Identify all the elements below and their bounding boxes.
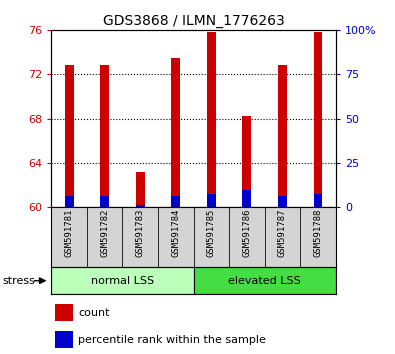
Bar xyxy=(314,32,322,207)
Bar xyxy=(265,207,300,267)
Bar xyxy=(65,65,73,207)
Bar xyxy=(243,116,251,207)
Bar xyxy=(243,190,251,207)
Bar xyxy=(207,194,216,207)
Bar xyxy=(55,304,73,321)
Bar xyxy=(171,196,180,207)
Text: GSM591781: GSM591781 xyxy=(65,209,73,257)
Bar xyxy=(136,205,145,207)
Bar xyxy=(122,207,158,267)
Bar xyxy=(55,331,73,348)
Bar xyxy=(51,207,87,267)
Bar xyxy=(171,58,180,207)
Bar xyxy=(207,32,216,207)
Text: percentile rank within the sample: percentile rank within the sample xyxy=(78,335,266,345)
Bar xyxy=(100,65,109,207)
Text: GSM591785: GSM591785 xyxy=(207,209,216,257)
Text: GSM591787: GSM591787 xyxy=(278,209,287,257)
Text: stress: stress xyxy=(2,276,35,286)
Bar xyxy=(278,196,287,207)
Bar xyxy=(194,207,229,267)
Text: GSM591784: GSM591784 xyxy=(171,209,180,257)
Text: elevated LSS: elevated LSS xyxy=(228,275,301,286)
Bar xyxy=(51,267,194,294)
Bar xyxy=(65,196,73,207)
Bar xyxy=(314,194,322,207)
Title: GDS3868 / ILMN_1776263: GDS3868 / ILMN_1776263 xyxy=(103,14,284,28)
Bar xyxy=(229,207,265,267)
Text: normal LSS: normal LSS xyxy=(91,275,154,286)
Bar xyxy=(87,207,122,267)
Text: GSM591786: GSM591786 xyxy=(243,209,251,257)
Text: GSM591788: GSM591788 xyxy=(314,209,322,257)
Bar xyxy=(158,207,194,267)
Text: GSM591783: GSM591783 xyxy=(136,209,145,257)
Bar xyxy=(278,65,287,207)
Text: count: count xyxy=(78,308,110,318)
Bar xyxy=(300,207,336,267)
Bar xyxy=(194,267,336,294)
Text: GSM591782: GSM591782 xyxy=(100,209,109,257)
Bar xyxy=(100,196,109,207)
Bar xyxy=(136,172,145,207)
